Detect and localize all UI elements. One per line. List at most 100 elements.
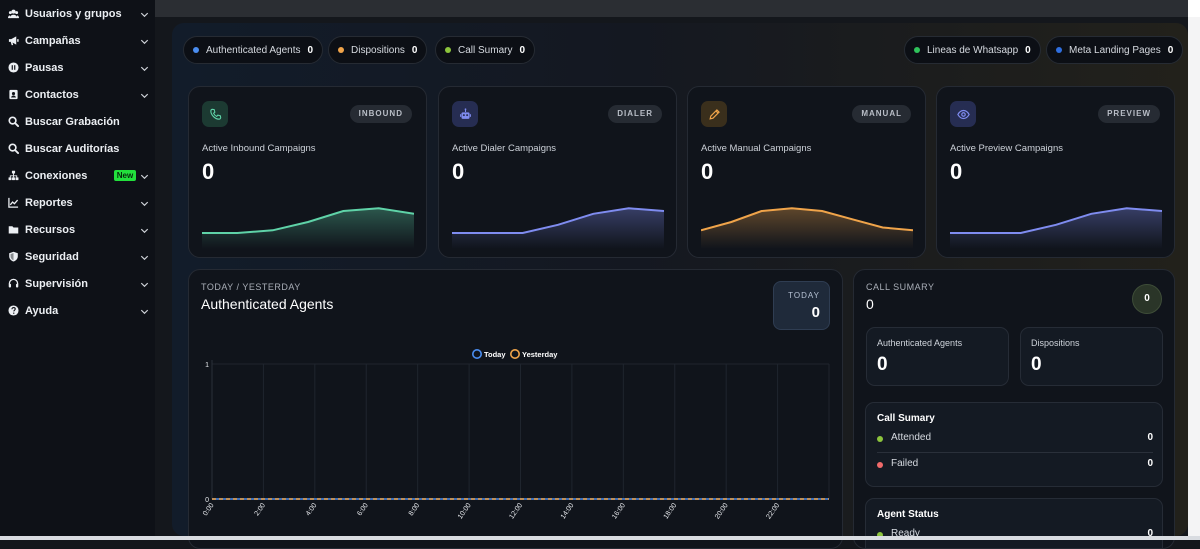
status-dot xyxy=(914,47,920,53)
pencil-icon xyxy=(701,101,727,127)
sparkline-line xyxy=(202,207,414,234)
eye-icon xyxy=(950,101,976,127)
sidebar-item-seguridad[interactable]: Seguridad xyxy=(0,243,155,270)
stat-authenticated-agents[interactable]: Authenticated Agents 0 xyxy=(183,36,324,64)
agents-line-chart: 010:00 2:00 4:00 6:00 8:00 10:00 12:00 14:00 16:… xyxy=(202,349,830,521)
x-tick-label: 12:00 xyxy=(508,502,524,520)
legend-marker-yesterday xyxy=(509,349,520,360)
chevron-down-icon[interactable] xyxy=(139,169,150,187)
sparkline-area xyxy=(452,208,664,249)
stat-label: Lineas de Whatsapp xyxy=(927,44,1019,56)
campaign-type-badge: INBOUND xyxy=(349,105,412,123)
chevron-down-icon[interactable] xyxy=(139,34,150,52)
search-icon xyxy=(6,142,20,156)
sidebar-item-conexiones[interactable]: Conexiones New xyxy=(0,162,155,189)
chevron-down-icon[interactable] xyxy=(139,223,150,241)
chevron-down-icon[interactable] xyxy=(139,304,150,322)
stat-meta-landing-pages[interactable]: Meta Landing Pages 0 xyxy=(1046,36,1184,64)
authenticated-agents-panel: TODAY / YESTERDAY Authenticated Agents T… xyxy=(188,269,843,549)
divider xyxy=(877,452,1153,453)
sidebar-item-pausas[interactable]: Pausas xyxy=(0,54,155,81)
campaign-count: 0 xyxy=(950,159,963,184)
sparkline-area xyxy=(701,208,913,249)
sparkline xyxy=(452,207,664,249)
panel-subtitle: CALL SUMARY xyxy=(866,282,935,292)
chart-icon xyxy=(6,196,20,210)
folder-icon xyxy=(6,223,20,237)
legend-marker-today xyxy=(471,349,482,360)
stat-value: 0 xyxy=(1025,44,1031,56)
sidebar: Usuarios y grupos Campañas Pausas Contactos… xyxy=(0,0,155,540)
list-item-label: Ready xyxy=(891,528,920,539)
sparkline-area xyxy=(950,208,1162,249)
list-item-ready: Ready 0 xyxy=(877,527,1153,543)
campaign-title: Active Manual Campaigns xyxy=(701,143,812,154)
mini-card-authenticated-agents[interactable]: Authenticated Agents 0 xyxy=(866,327,1009,386)
chevron-down-icon[interactable] xyxy=(139,196,150,214)
mini-value: 0 xyxy=(1031,354,1042,375)
chevron-down-icon[interactable] xyxy=(139,7,150,25)
legend-label-yesterday: Yesterday xyxy=(522,350,558,359)
x-tick-label: 14:00 xyxy=(560,502,576,520)
stat-dispositions[interactable]: Dispositions 0 xyxy=(328,36,428,64)
campaign-card-preview[interactable]: PREVIEW Active Preview Campaigns 0 xyxy=(936,86,1175,258)
sidebar-item-ayuda[interactable]: Ayuda xyxy=(0,297,155,324)
campaign-title: Active Dialer Campaigns xyxy=(452,143,557,154)
y-tick-label: 1 xyxy=(205,362,209,369)
call-summary-panel: CALL SUMARY 0 0 Authenticated Agents 0 D… xyxy=(853,269,1175,549)
today-box[interactable]: TODAY 0 xyxy=(773,281,830,330)
sidebar-item-supervisi-n[interactable]: Supervisión xyxy=(0,270,155,297)
chevron-down-icon[interactable] xyxy=(139,88,150,106)
sidebar-item-label: Reportes xyxy=(25,196,73,209)
sidebar-item-buscar-auditor-as[interactable]: Buscar Auditorías xyxy=(0,135,155,162)
status-dot xyxy=(1056,47,1062,53)
campaign-card-inbound[interactable]: INBOUND Active Inbound Campaigns 0 xyxy=(188,86,427,258)
sidebar-item-label: Pausas xyxy=(25,61,64,74)
legend-label-today: Today xyxy=(484,350,506,359)
sidebar-item-contactos[interactable]: Contactos xyxy=(0,81,155,108)
list-item-failed: Failed 0 xyxy=(877,457,1153,473)
search-icon xyxy=(6,115,20,129)
list-title: Agent Status xyxy=(877,509,939,520)
list-item-label: Failed xyxy=(891,458,919,469)
chevron-down-icon[interactable] xyxy=(139,250,150,268)
campaign-card-dialer[interactable]: DIALER Active Dialer Campaigns 0 xyxy=(438,86,677,258)
sidebar-item-recursos[interactable]: Recursos xyxy=(0,216,155,243)
new-badge: New xyxy=(114,170,136,181)
sidebar-item-campa-as[interactable]: Campañas xyxy=(0,27,155,54)
x-tick-label: 6:00 xyxy=(356,502,370,517)
status-dot xyxy=(193,47,199,53)
scrollbar-track[interactable] xyxy=(1188,17,1200,540)
sidebar-item-label: Supervisión xyxy=(25,277,88,290)
shield-icon xyxy=(6,250,20,264)
agent-status-list: Agent Status Ready 0 xyxy=(865,498,1163,548)
x-tick-label: 16:00 xyxy=(611,502,627,520)
sidebar-item-label: Usuarios y grupos xyxy=(25,7,122,20)
headset-icon xyxy=(6,277,20,291)
campaign-type-badge: DIALER xyxy=(608,105,662,123)
chevron-down-icon[interactable] xyxy=(139,277,150,295)
stat-whatsapp-lines[interactable]: Lineas de Whatsapp 0 xyxy=(904,36,1041,64)
campaign-card-manual[interactable]: MANUAL Active Manual Campaigns 0 xyxy=(687,86,926,258)
x-tick-label: 0:00 xyxy=(202,502,216,517)
chevron-down-icon[interactable] xyxy=(139,61,150,79)
contacts-icon xyxy=(6,88,20,102)
stat-label: Authenticated Agents xyxy=(206,44,301,56)
status-dot xyxy=(877,532,883,538)
list-item-value: 0 xyxy=(1147,528,1153,539)
today-label: TODAY xyxy=(788,291,820,300)
sparkline xyxy=(950,207,1162,249)
top-bar xyxy=(155,0,1200,17)
stat-value: 0 xyxy=(411,44,418,56)
bottom-border xyxy=(0,536,1200,540)
sidebar-item-usuarios-y-grupos[interactable]: Usuarios y grupos xyxy=(0,0,155,27)
status-dot xyxy=(877,436,883,442)
sidebar-item-buscar-grabaci-n[interactable]: Buscar Grabación xyxy=(0,108,155,135)
call-count-badge: 0 xyxy=(1132,284,1162,314)
sidebar-item-reportes[interactable]: Reportes xyxy=(0,189,155,216)
status-dot xyxy=(877,462,883,468)
help-icon xyxy=(6,304,20,318)
mini-card-dispositions[interactable]: Dispositions 0 xyxy=(1020,327,1163,386)
x-tick-label: 4:00 xyxy=(305,502,319,517)
stat-call-summary[interactable]: Call Sumary 0 xyxy=(435,36,536,64)
